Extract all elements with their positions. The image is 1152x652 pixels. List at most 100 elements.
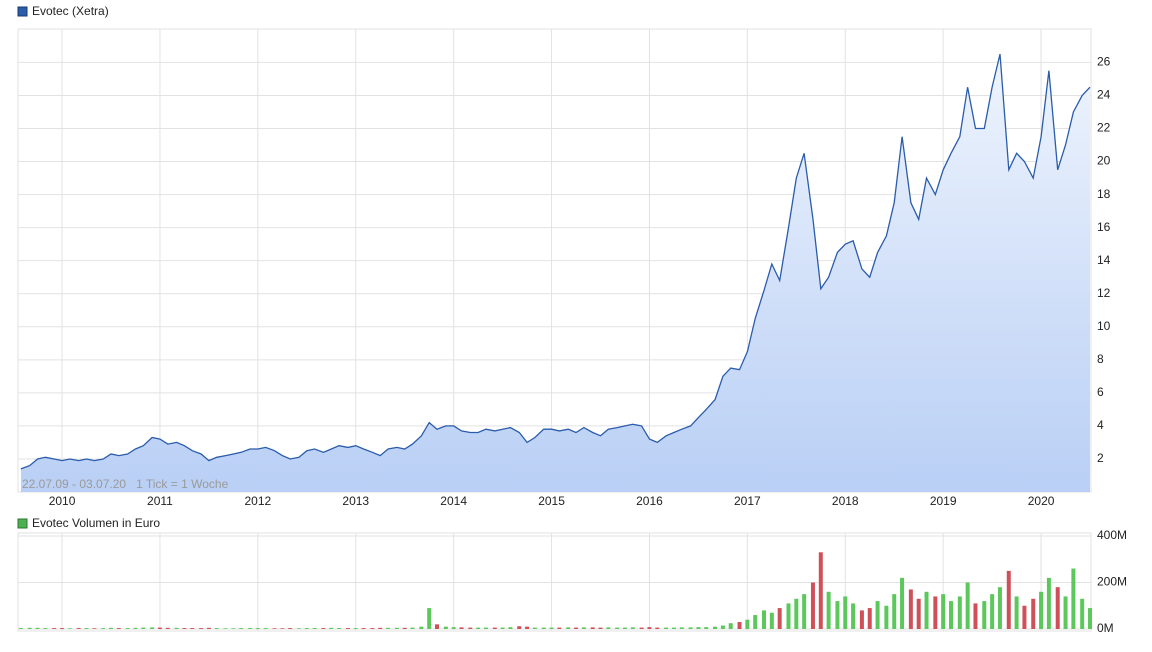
volume-bar (476, 627, 481, 629)
volume-bar (157, 627, 162, 629)
volume-bar (190, 628, 195, 629)
volume-bar (18, 628, 23, 629)
volume-bar (933, 596, 938, 629)
volume-bar (753, 615, 758, 629)
y-tick-label: 10 (1097, 319, 1111, 333)
volume-bar (835, 601, 840, 629)
volume-bar (900, 577, 905, 629)
volume-bar (239, 628, 244, 629)
volume-bar (263, 628, 268, 629)
volume-bar (329, 627, 334, 629)
volume-bar (859, 610, 864, 629)
volume-bar (647, 627, 652, 629)
y-tick-label: 6 (1097, 385, 1104, 399)
volume-bar (394, 627, 399, 629)
volume-bar (223, 628, 228, 629)
volume-bar (150, 627, 155, 629)
volume-bar (549, 627, 554, 629)
volume-bar (639, 627, 644, 629)
y-tick-label: 24 (1097, 88, 1111, 102)
volume-bar (125, 628, 130, 629)
volume-bar (777, 608, 782, 629)
volume-bar (990, 594, 995, 629)
volume-bar (713, 626, 718, 629)
volume-bar (280, 628, 285, 629)
volume-bar (27, 627, 32, 629)
volume-bar (435, 624, 440, 629)
volume-bar (410, 627, 415, 629)
volume-bar (728, 623, 733, 629)
volume-bar (109, 627, 114, 629)
volume-bar (826, 591, 831, 629)
legend-swatch (17, 518, 28, 529)
volume-bar (272, 628, 277, 629)
volume-bar (345, 628, 350, 629)
y-tick-label: 12 (1097, 286, 1111, 300)
volume-bar (1031, 598, 1036, 629)
volume-bar (892, 594, 897, 629)
volume-bar (182, 628, 187, 629)
volume-bar (361, 628, 366, 629)
volume-bar (908, 589, 913, 629)
volume-bar (116, 628, 121, 629)
x-tick-label: 2019 (930, 494, 957, 508)
volume-bar (566, 627, 571, 629)
volume-bar (606, 627, 611, 629)
volume-bar (843, 596, 848, 629)
x-tick-label: 2010 (49, 494, 76, 508)
volume-bar (443, 626, 448, 629)
volume-bar (973, 603, 978, 629)
volume-bar (924, 591, 929, 629)
x-tick-label: 2020 (1028, 494, 1055, 508)
x-tick-label: 2018 (832, 494, 859, 508)
volume-bar (557, 627, 562, 629)
volume-bar (1014, 596, 1019, 629)
volume-bar (483, 627, 488, 629)
volume-bar (1071, 568, 1076, 629)
volume-bar (688, 627, 693, 629)
legend-swatch (17, 6, 28, 17)
annotation: 22.07.09 - 03.07.20 1 Tick = 1 Woche (22, 477, 229, 491)
volume-bar (745, 619, 750, 629)
volume-bar (1046, 577, 1051, 629)
volume-bar (288, 628, 293, 629)
volume-bar (769, 612, 774, 629)
x-tick-label: 2017 (734, 494, 761, 508)
volume-bar (492, 627, 497, 629)
volume-bar (321, 628, 326, 629)
y-tick-label: 22 (1097, 121, 1111, 135)
volume-bar (1055, 587, 1060, 629)
y-tick-label: 200M (1097, 575, 1127, 589)
volume-bar (810, 582, 815, 629)
volume-bar (884, 605, 889, 629)
volume-bar (459, 627, 464, 629)
volume-bar (378, 627, 383, 629)
volume-bar (141, 627, 146, 629)
volume-bar (517, 626, 522, 629)
y-tick-label: 18 (1097, 187, 1111, 201)
volume-bar (949, 601, 954, 629)
volume-bar (206, 627, 211, 629)
volume-bar (598, 627, 603, 629)
volume-bar (174, 627, 179, 629)
volume-bar (165, 627, 170, 629)
volume-bar (353, 628, 358, 629)
volume-bar (802, 594, 807, 629)
volume-bar (199, 628, 204, 629)
volume-bar (1022, 605, 1027, 629)
x-tick-label: 2013 (342, 494, 369, 508)
volume-bar (867, 608, 872, 629)
volume-bar (720, 625, 725, 629)
volume-bar (574, 627, 579, 629)
x-tick-label: 2016 (636, 494, 663, 508)
y-tick-label: 20 (1097, 154, 1111, 168)
volume-bar (92, 628, 97, 629)
volume-bar (386, 627, 391, 629)
volume-bar (84, 628, 89, 629)
volume-bar (1080, 598, 1085, 629)
volume-bar (296, 628, 301, 629)
price-area (20, 54, 1091, 492)
volume-bar (532, 627, 537, 629)
volume-bar (786, 603, 791, 629)
